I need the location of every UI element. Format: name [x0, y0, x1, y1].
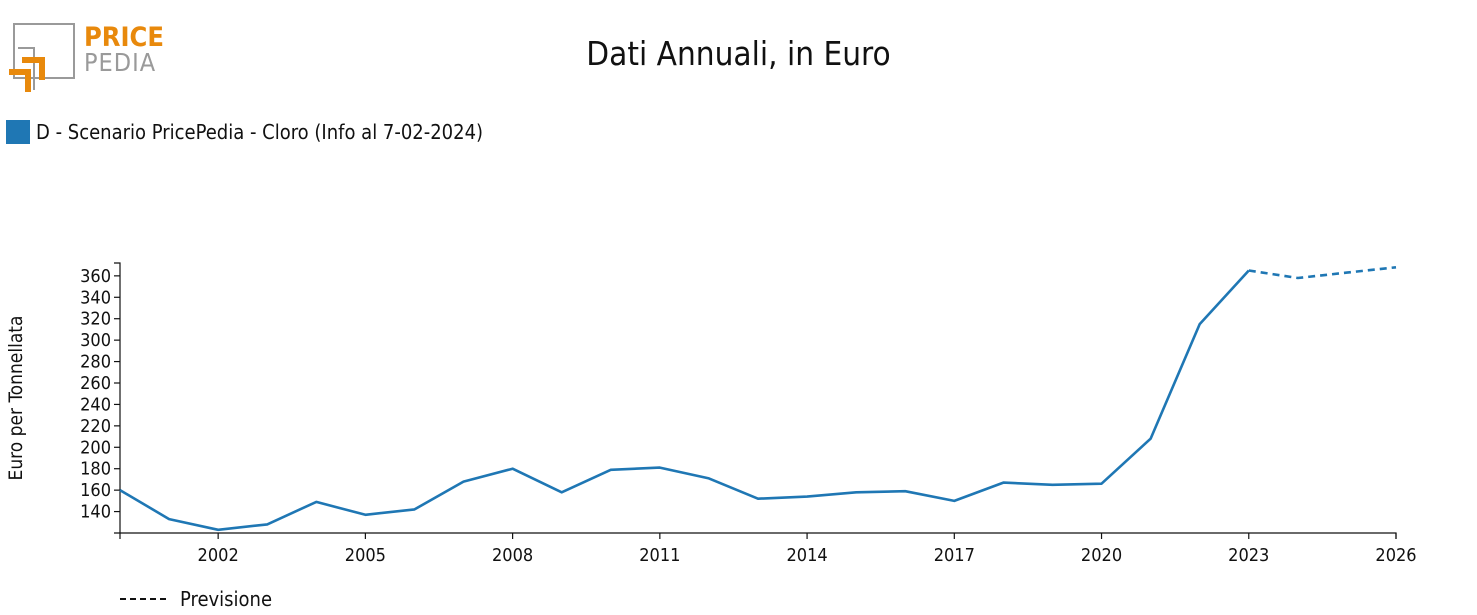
forecast-dash-icon — [120, 598, 166, 600]
y-tick-label: 240 — [80, 394, 111, 415]
y-tick-label: 160 — [80, 480, 111, 501]
legend-series-label: D - Scenario PricePedia - Cloro (Info al… — [36, 120, 484, 144]
legend-swatch — [6, 120, 30, 144]
forecast-line — [1248, 266, 1397, 280]
y-tick-label: 220 — [80, 416, 111, 437]
logo-mark-icon — [9, 23, 75, 92]
y-axis-line — [114, 262, 121, 534]
x-tick-label: 2002 — [198, 545, 239, 566]
legend: D - Scenario PricePedia - Cloro (Info al… — [6, 120, 483, 144]
y-tick-label: 300 — [80, 330, 111, 351]
x-tick-label: 2014 — [786, 545, 827, 566]
x-tick-label: 2023 — [1228, 545, 1269, 566]
y-tick-label: 200 — [80, 437, 111, 458]
y-tick-label: 260 — [80, 373, 111, 394]
x-tick-label: 2026 — [1375, 545, 1416, 566]
y-tick-label: 280 — [80, 352, 111, 373]
forecast-label: Previsione — [180, 587, 273, 611]
x-tick-label: 2017 — [934, 545, 975, 566]
x-tick-label: 2020 — [1081, 545, 1122, 566]
pricepedia-logo: PRICE PEDIA — [6, 20, 166, 96]
y-tick-label: 360 — [80, 266, 111, 287]
x-axis-line — [119, 532, 1397, 539]
logo-text-pedia: PEDIA — [84, 48, 157, 77]
y-tick-label: 320 — [80, 309, 111, 330]
x-tick-label: 2011 — [639, 545, 680, 566]
chart-title: Dati Annuali, in Euro — [586, 34, 891, 73]
x-tick-label: 2005 — [345, 545, 386, 566]
series-line — [119, 269, 1250, 532]
series-layer — [119, 266, 1397, 532]
y-tick-label: 140 — [80, 502, 111, 523]
x-tick-label: 2008 — [492, 545, 533, 566]
y-tick-label: 340 — [80, 287, 111, 308]
forecast-legend: Previsione — [120, 587, 272, 611]
logo-text-price: PRICE — [84, 22, 164, 53]
y-tick-label: 180 — [80, 459, 111, 480]
